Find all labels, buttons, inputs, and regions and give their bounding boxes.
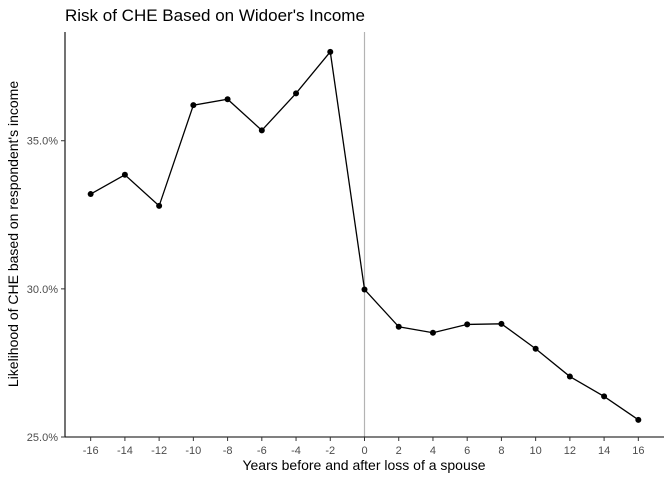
data-point: [156, 202, 163, 209]
data-point: [224, 96, 231, 103]
y-tick-label: 25.0%: [27, 432, 58, 444]
x-tick-label: -8: [223, 445, 233, 457]
x-tick-label: -12: [151, 445, 167, 457]
y-tick-label: 30.0%: [27, 284, 58, 296]
x-tick-label: -14: [117, 445, 133, 457]
chart-title: Risk of CHE Based on Widoer's Income: [65, 6, 365, 25]
x-tick-label: 16: [632, 445, 644, 457]
data-point: [464, 321, 471, 328]
data-point: [601, 393, 608, 400]
x-tick-label: 12: [564, 445, 576, 457]
x-tick-label: -6: [257, 445, 267, 457]
x-tick-label: 14: [598, 445, 610, 457]
x-tick-label: -16: [83, 445, 99, 457]
x-tick-label: -4: [291, 445, 301, 457]
data-point: [293, 90, 300, 97]
x-tick-label: 4: [430, 445, 436, 457]
x-tick-label: -10: [185, 445, 201, 457]
x-tick-label: 6: [464, 445, 470, 457]
x-tick-label: 0: [361, 445, 367, 457]
data-point: [566, 373, 573, 380]
data-point: [532, 345, 539, 352]
data-point: [121, 171, 128, 178]
data-point: [429, 329, 436, 336]
x-tick-label: 8: [498, 445, 504, 457]
data-point: [190, 102, 197, 109]
data-point: [361, 286, 368, 293]
data-point: [327, 48, 334, 55]
plot-area: -16 -14 -12 -10 -8 -6 -4 -2 0 2 4 6 8 10 12 14 16 25.0% 30…: [27, 32, 664, 457]
x-axis-title: Years before and after loss of a spouse: [242, 457, 485, 473]
x-tick-label: 10: [530, 445, 542, 457]
y-tick-label: 35.0%: [27, 136, 58, 148]
x-tick-label: -2: [325, 445, 335, 457]
x-tick-label: 2: [396, 445, 402, 457]
data-point: [635, 416, 642, 423]
data-point: [87, 191, 94, 198]
data-point: [395, 323, 402, 330]
data-point: [258, 127, 265, 134]
data-point: [498, 320, 505, 327]
y-axis-title: Likelihood of CHE based on respondent's …: [5, 81, 21, 387]
